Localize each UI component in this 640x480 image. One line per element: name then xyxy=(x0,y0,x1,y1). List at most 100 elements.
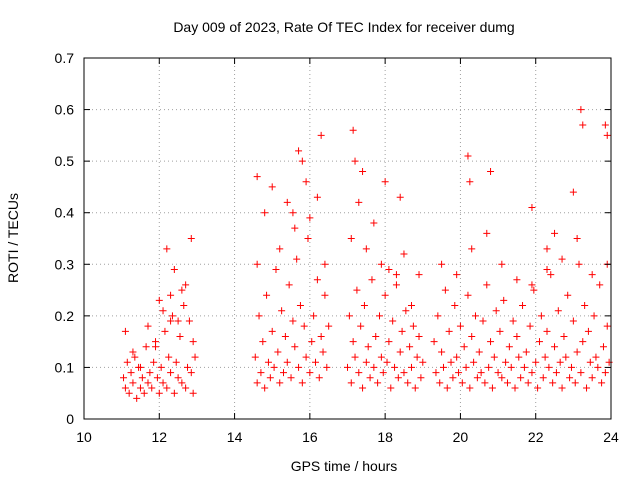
data-point xyxy=(396,193,404,201)
data-point xyxy=(313,193,321,201)
data-point xyxy=(272,265,280,273)
data-point xyxy=(298,157,306,165)
data-point xyxy=(443,384,451,392)
data-point xyxy=(494,369,502,377)
y-tick-label: 0.7 xyxy=(55,50,75,66)
data-point xyxy=(189,338,197,346)
data-point xyxy=(524,379,532,387)
data-point xyxy=(453,271,461,279)
data-point xyxy=(304,235,312,242)
data-point xyxy=(270,363,278,371)
data-point xyxy=(569,317,577,325)
data-point xyxy=(560,332,568,340)
data-point xyxy=(455,369,463,377)
data-point xyxy=(131,353,139,361)
data-point xyxy=(366,374,374,382)
data-point xyxy=(289,317,297,325)
data-point xyxy=(438,260,446,268)
data-point xyxy=(409,322,417,330)
data-point xyxy=(125,389,133,397)
data-point xyxy=(543,245,551,253)
data-points xyxy=(120,106,613,402)
data-point xyxy=(466,384,474,392)
data-point xyxy=(379,369,387,377)
data-point xyxy=(404,379,412,387)
data-point xyxy=(353,286,361,294)
data-point xyxy=(347,379,355,387)
data-point xyxy=(458,379,466,387)
data-point xyxy=(577,369,585,377)
data-point xyxy=(291,224,299,232)
x-tick-label: 14 xyxy=(227,429,243,445)
data-point xyxy=(306,369,314,377)
data-point xyxy=(364,343,372,351)
data-point xyxy=(515,353,523,361)
data-point xyxy=(543,265,551,273)
data-point xyxy=(417,374,425,382)
chart-title: Day 009 of 2023, Rate Of TEC Index for r… xyxy=(173,19,514,35)
data-point xyxy=(498,260,506,268)
data-point xyxy=(470,358,478,366)
data-point xyxy=(289,209,297,217)
data-point xyxy=(264,358,272,366)
data-point xyxy=(579,121,587,129)
data-point xyxy=(488,384,496,392)
data-point xyxy=(345,312,353,320)
data-point xyxy=(500,296,508,304)
data-point xyxy=(502,358,510,366)
data-point xyxy=(453,353,461,361)
data-point xyxy=(138,374,146,382)
data-point xyxy=(129,379,137,387)
data-point xyxy=(129,348,137,356)
data-point xyxy=(187,369,195,377)
data-point xyxy=(165,353,173,361)
data-point xyxy=(287,374,295,382)
data-point xyxy=(471,312,479,320)
data-point xyxy=(415,332,423,340)
data-point xyxy=(121,384,129,392)
data-point xyxy=(528,369,536,377)
data-point xyxy=(370,363,378,371)
data-point xyxy=(509,317,517,325)
data-point xyxy=(375,312,383,320)
data-point xyxy=(575,260,583,268)
data-point xyxy=(503,379,511,387)
data-point xyxy=(344,363,351,371)
data-point xyxy=(349,338,357,346)
data-point xyxy=(526,322,534,330)
data-point xyxy=(513,276,521,284)
data-point xyxy=(174,317,182,325)
x-tick-label: 16 xyxy=(302,429,318,445)
data-point xyxy=(176,332,184,340)
data-point xyxy=(385,265,393,273)
y-tick-label: 0.2 xyxy=(55,308,75,324)
data-point xyxy=(464,152,472,160)
data-point xyxy=(184,363,192,371)
data-point xyxy=(419,358,427,366)
data-point xyxy=(558,384,566,392)
data-point xyxy=(167,317,175,325)
data-point xyxy=(357,322,365,330)
data-point xyxy=(545,363,553,371)
data-point xyxy=(136,384,144,392)
data-point xyxy=(359,167,367,175)
data-point xyxy=(261,384,269,392)
y-axis-label: ROTI / TECUs xyxy=(5,193,21,283)
data-point xyxy=(468,332,476,340)
data-point xyxy=(603,131,611,139)
data-point xyxy=(155,296,163,304)
data-point xyxy=(144,322,152,330)
data-point xyxy=(475,348,483,356)
data-point xyxy=(438,348,446,356)
data-point xyxy=(182,281,190,289)
data-point xyxy=(496,327,504,335)
data-point xyxy=(473,374,481,382)
data-point xyxy=(133,394,141,402)
data-point xyxy=(391,363,399,371)
data-point xyxy=(434,312,442,320)
data-point xyxy=(298,379,306,387)
data-point xyxy=(513,332,521,340)
data-point xyxy=(556,358,564,366)
data-point xyxy=(487,167,495,175)
